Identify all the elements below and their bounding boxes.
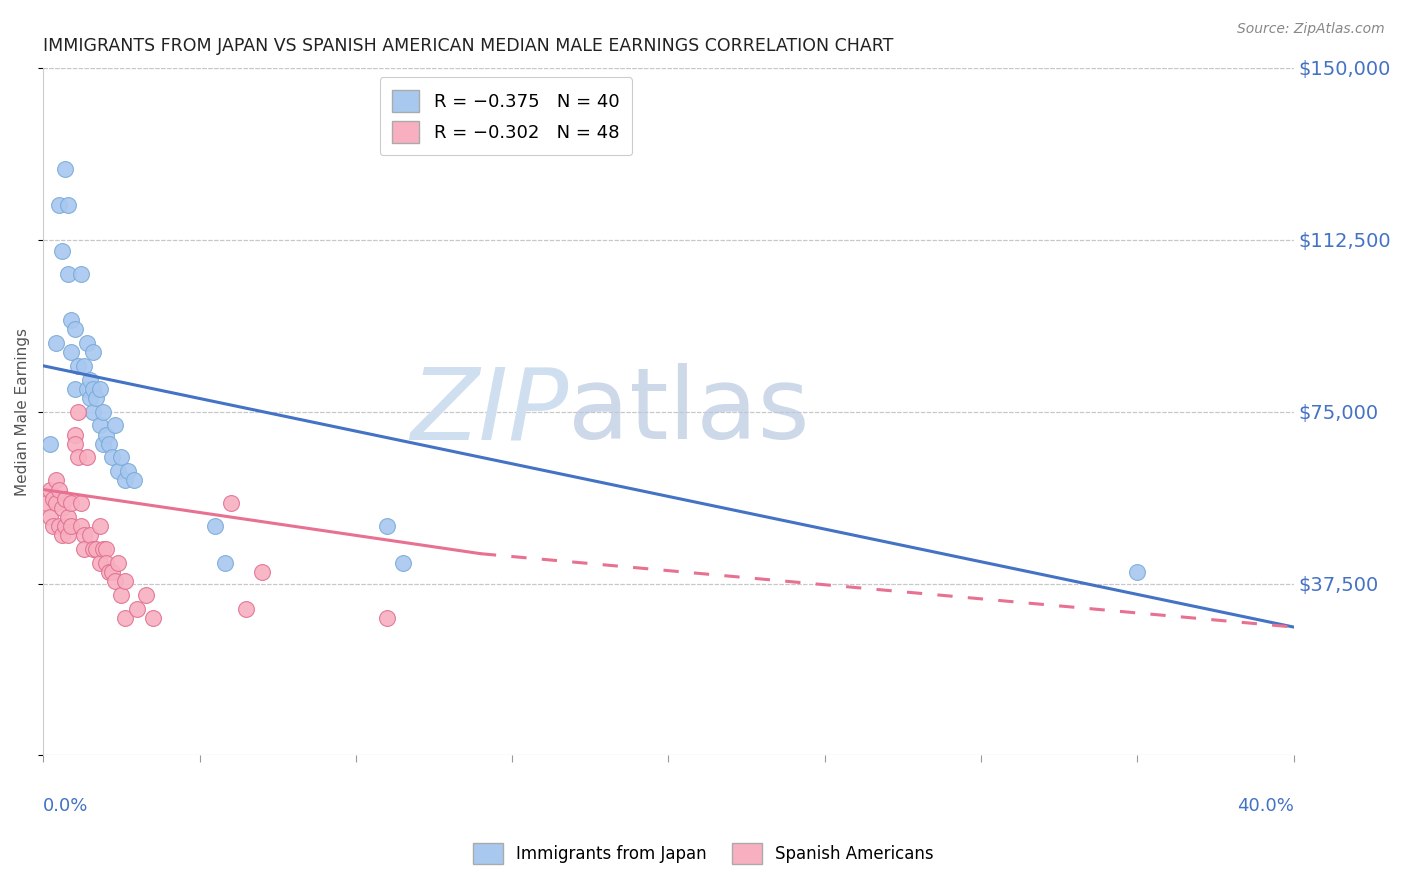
Point (45, 335, 67, 350)
Point (375, 519, 398, 533)
Legend: Immigrants from Japan, Spanish Americans: Immigrants from Japan, Spanish Americans (465, 837, 941, 871)
Text: 40.0%: 40.0% (1237, 797, 1294, 814)
Text: 0.0%: 0.0% (44, 797, 89, 814)
Point (127, 601, 149, 615)
Point (110, 588, 132, 602)
Point (53, 519, 76, 533)
Point (1126, 565, 1149, 579)
Point (66, 450, 89, 465)
Text: atlas: atlas (568, 363, 810, 460)
Point (375, 611, 398, 625)
Point (79, 373, 101, 387)
Point (89, 556, 111, 570)
Point (66, 359, 89, 373)
Point (63, 427, 86, 442)
Point (219, 496, 242, 510)
Point (58, 510, 80, 524)
Point (98, 565, 121, 579)
Point (38, 483, 60, 497)
Point (89, 519, 111, 533)
Y-axis label: Median Male Earnings: Median Male Earnings (15, 327, 30, 496)
Point (66, 405, 89, 419)
Point (48, 198, 70, 212)
Point (45, 496, 67, 510)
Point (63, 322, 86, 336)
Point (60, 345, 83, 359)
Point (94, 427, 117, 442)
Point (114, 574, 136, 589)
Point (82, 542, 104, 557)
Point (63, 382, 86, 396)
Point (38, 436, 60, 450)
Point (58, 267, 80, 281)
Point (91, 436, 114, 450)
Point (48, 519, 70, 533)
Point (91, 405, 114, 419)
Point (73, 528, 96, 542)
Point (101, 565, 124, 579)
Point (73, 359, 96, 373)
Point (110, 450, 132, 465)
Point (53, 161, 76, 176)
Point (104, 574, 127, 589)
Point (79, 528, 101, 542)
Point (117, 464, 139, 478)
Point (60, 519, 83, 533)
Point (79, 391, 101, 405)
Point (53, 491, 76, 506)
Point (107, 464, 129, 478)
Point (86, 391, 108, 405)
Point (45, 474, 67, 488)
Point (69, 496, 91, 510)
Point (204, 519, 226, 533)
Point (250, 565, 273, 579)
Point (51, 244, 73, 259)
Point (101, 450, 124, 465)
Point (69, 519, 91, 533)
Point (91, 542, 114, 557)
Legend: R = −0.375   N = 40, R = −0.302   N = 48: R = −0.375 N = 40, R = −0.302 N = 48 (380, 77, 633, 155)
Point (38, 510, 60, 524)
Point (60, 313, 83, 327)
Point (35, 496, 58, 510)
Point (114, 474, 136, 488)
Point (63, 436, 86, 450)
Point (104, 418, 127, 433)
Point (82, 405, 104, 419)
Point (391, 556, 413, 570)
Point (214, 556, 236, 570)
Point (48, 483, 70, 497)
Point (76, 450, 98, 465)
Point (142, 611, 165, 625)
Point (51, 500, 73, 515)
Point (122, 474, 145, 488)
Point (135, 588, 157, 602)
Point (98, 436, 121, 450)
Point (76, 335, 98, 350)
Point (235, 601, 257, 615)
Text: Source: ZipAtlas.com: Source: ZipAtlas.com (1237, 22, 1385, 37)
Point (107, 556, 129, 570)
Point (89, 382, 111, 396)
Point (51, 528, 73, 542)
Point (60, 496, 83, 510)
Point (41, 519, 63, 533)
Point (82, 382, 104, 396)
Point (94, 542, 117, 557)
Point (58, 528, 80, 542)
Point (76, 382, 98, 396)
Point (89, 418, 111, 433)
Point (82, 345, 104, 359)
Text: IMMIGRANTS FROM JAPAN VS SPANISH AMERICAN MEDIAN MALE EARNINGS CORRELATION CHART: IMMIGRANTS FROM JAPAN VS SPANISH AMERICA… (44, 37, 894, 55)
Point (58, 198, 80, 212)
Point (86, 542, 108, 557)
Text: ZIP: ZIP (411, 363, 568, 460)
Point (114, 611, 136, 625)
Point (41, 491, 63, 506)
Point (94, 556, 117, 570)
Point (73, 542, 96, 557)
Point (69, 267, 91, 281)
